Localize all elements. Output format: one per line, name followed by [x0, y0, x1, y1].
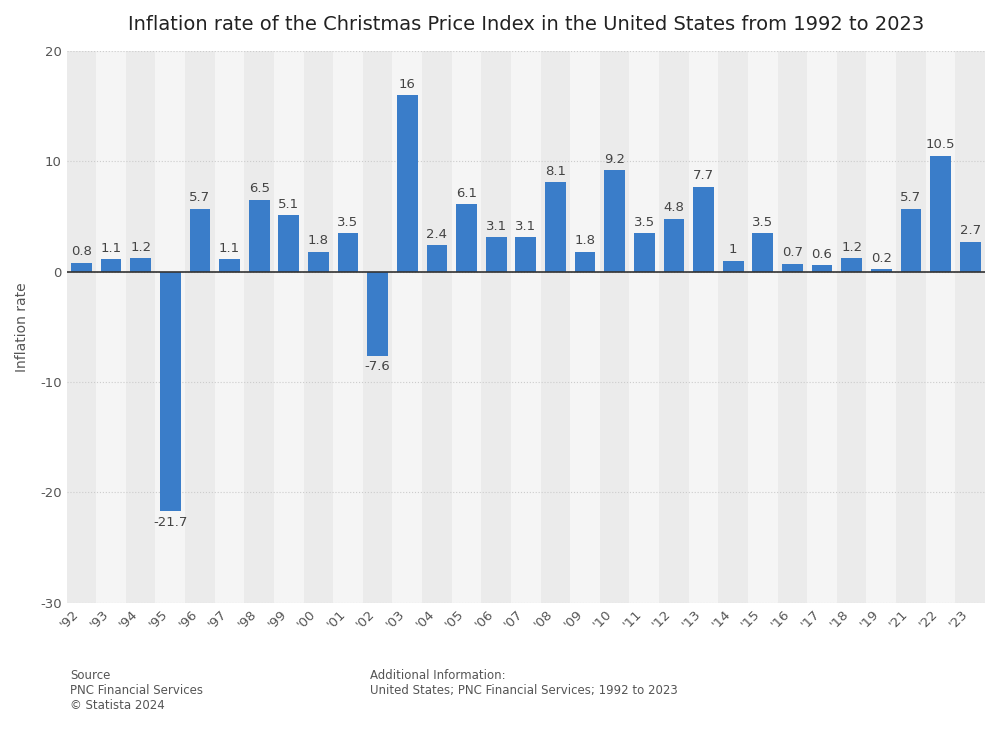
Bar — [664, 218, 684, 272]
Text: 0.8: 0.8 — [71, 245, 92, 259]
Bar — [541, 51, 570, 603]
Bar — [545, 182, 566, 272]
Bar — [481, 51, 511, 603]
Bar — [219, 259, 240, 272]
Bar — [575, 252, 595, 272]
Bar — [486, 238, 507, 272]
Bar — [693, 186, 714, 272]
Text: 1.2: 1.2 — [130, 241, 151, 254]
Bar — [244, 51, 274, 603]
Bar — [629, 51, 659, 603]
Text: 9.2: 9.2 — [604, 152, 625, 166]
Text: 6.5: 6.5 — [249, 183, 270, 195]
Bar — [304, 51, 333, 603]
Bar — [274, 51, 304, 603]
Text: 0.7: 0.7 — [782, 247, 803, 259]
Text: 5.7: 5.7 — [189, 191, 210, 204]
Bar — [634, 233, 655, 272]
Text: 3.5: 3.5 — [337, 215, 359, 229]
Text: 0.6: 0.6 — [812, 247, 832, 261]
Bar — [896, 51, 926, 603]
Bar — [930, 156, 951, 272]
Bar — [456, 204, 477, 272]
Bar — [452, 51, 481, 603]
Bar — [600, 51, 629, 603]
Text: 1.1: 1.1 — [219, 242, 240, 255]
Bar — [901, 209, 921, 272]
Text: 3.5: 3.5 — [634, 215, 655, 229]
Bar — [515, 238, 536, 272]
Bar — [812, 265, 832, 272]
Bar — [960, 241, 981, 272]
Bar — [67, 51, 96, 603]
Bar — [278, 215, 299, 272]
Bar — [130, 259, 151, 272]
Bar — [333, 51, 363, 603]
Text: 5.1: 5.1 — [278, 198, 299, 211]
Bar — [748, 51, 778, 603]
Text: 1.1: 1.1 — [100, 242, 122, 255]
Text: 8.1: 8.1 — [545, 165, 566, 178]
Text: -21.7: -21.7 — [153, 516, 187, 528]
Title: Inflation rate of the Christmas Price Index in the United States from 1992 to 20: Inflation rate of the Christmas Price In… — [128, 15, 924, 34]
Bar — [926, 51, 955, 603]
Bar — [778, 51, 807, 603]
Bar — [126, 51, 155, 603]
Bar — [185, 51, 215, 603]
Text: 4.8: 4.8 — [663, 201, 684, 214]
Text: 3.5: 3.5 — [752, 215, 773, 229]
Text: 7.7: 7.7 — [693, 169, 714, 182]
Bar — [427, 245, 447, 272]
Text: 3.1: 3.1 — [486, 220, 507, 233]
Text: 0.2: 0.2 — [871, 252, 892, 265]
Bar — [837, 51, 866, 603]
Bar — [338, 233, 358, 272]
Bar — [718, 51, 748, 603]
Bar — [866, 51, 896, 603]
Bar — [955, 51, 985, 603]
Bar — [308, 252, 329, 272]
Bar — [511, 51, 541, 603]
Bar — [190, 209, 210, 272]
Bar — [96, 51, 126, 603]
Bar — [570, 51, 600, 603]
Bar — [392, 51, 422, 603]
Bar — [871, 270, 892, 272]
Bar — [160, 272, 181, 511]
Text: 2.4: 2.4 — [426, 227, 447, 241]
Bar — [101, 259, 121, 272]
Text: 1.8: 1.8 — [308, 234, 329, 247]
Y-axis label: Inflation rate: Inflation rate — [15, 282, 29, 372]
Bar — [71, 263, 92, 272]
Text: 6.1: 6.1 — [456, 186, 477, 200]
Text: 1: 1 — [729, 243, 737, 256]
Text: 16: 16 — [399, 77, 416, 91]
Text: 3.1: 3.1 — [515, 220, 536, 233]
Bar — [367, 272, 388, 355]
Text: 1.2: 1.2 — [841, 241, 862, 254]
Bar — [363, 51, 392, 603]
Bar — [397, 95, 418, 272]
Bar — [422, 51, 452, 603]
Bar — [215, 51, 244, 603]
Bar — [752, 233, 773, 272]
Bar — [249, 200, 270, 272]
Bar — [659, 51, 689, 603]
Text: Source
PNC Financial Services
© Statista 2024: Source PNC Financial Services © Statista… — [70, 669, 203, 712]
Bar — [807, 51, 837, 603]
Text: Additional Information:
United States; PNC Financial Services; 1992 to 2023: Additional Information: United States; P… — [370, 669, 678, 697]
Text: 5.7: 5.7 — [900, 191, 921, 204]
Text: 1.8: 1.8 — [575, 234, 596, 247]
Text: 10.5: 10.5 — [926, 138, 955, 152]
Bar — [155, 51, 185, 603]
Bar — [841, 259, 862, 272]
Bar — [689, 51, 718, 603]
Text: 2.7: 2.7 — [960, 224, 981, 238]
Bar — [782, 264, 803, 272]
Text: -7.6: -7.6 — [365, 360, 391, 373]
Bar — [723, 261, 744, 272]
Bar — [604, 170, 625, 272]
